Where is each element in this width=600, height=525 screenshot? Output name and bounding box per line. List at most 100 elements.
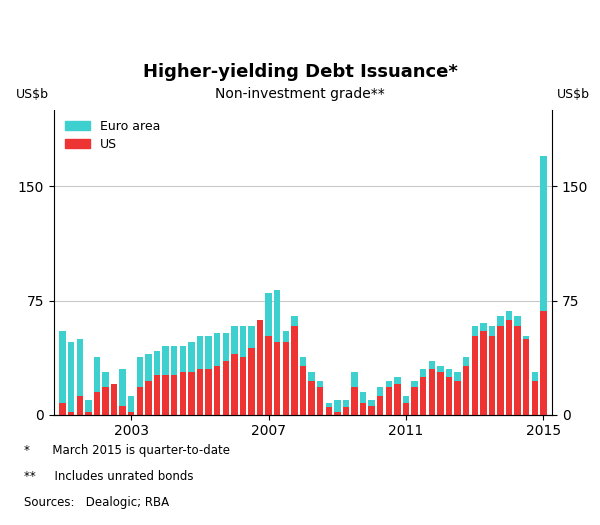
Bar — [343, 400, 349, 415]
Bar — [488, 327, 495, 415]
Bar — [412, 387, 418, 415]
Bar — [163, 346, 169, 415]
Bar — [248, 327, 255, 415]
Bar — [179, 346, 186, 415]
Bar — [360, 392, 367, 415]
Bar — [119, 369, 126, 415]
Bar — [308, 381, 315, 415]
Bar — [137, 357, 143, 415]
Bar — [128, 396, 134, 415]
Bar — [188, 342, 194, 415]
Bar — [214, 332, 220, 415]
Bar — [472, 335, 478, 415]
Bar — [497, 316, 504, 415]
Bar — [394, 377, 401, 415]
Bar — [85, 412, 92, 415]
Bar — [300, 357, 306, 415]
Bar — [428, 362, 435, 415]
Bar — [257, 357, 263, 415]
Bar — [68, 342, 74, 415]
Bar — [205, 335, 212, 415]
Bar — [171, 375, 178, 415]
Bar — [368, 400, 375, 415]
Bar — [265, 293, 272, 415]
Bar — [231, 354, 238, 415]
Bar — [334, 400, 341, 415]
Bar — [446, 377, 452, 415]
Bar — [85, 400, 92, 415]
Bar — [94, 392, 100, 415]
Bar — [119, 406, 126, 415]
Bar — [102, 387, 109, 415]
Bar — [514, 316, 521, 415]
Bar — [351, 387, 358, 415]
Bar — [446, 369, 452, 415]
Bar — [102, 372, 109, 415]
Bar — [179, 372, 186, 415]
Bar — [523, 335, 529, 415]
Bar — [68, 412, 74, 415]
Bar — [377, 387, 383, 415]
Bar — [223, 362, 229, 415]
Bar — [437, 366, 443, 415]
Bar — [94, 357, 100, 415]
Bar — [300, 366, 306, 415]
Bar — [343, 407, 349, 415]
Bar — [488, 335, 495, 415]
Bar — [472, 327, 478, 415]
Bar — [420, 377, 427, 415]
Text: US$b: US$b — [16, 88, 49, 101]
Bar — [403, 396, 409, 415]
Bar — [326, 407, 332, 415]
Bar — [351, 372, 358, 415]
Bar — [265, 335, 272, 415]
Bar — [145, 354, 152, 415]
Bar — [223, 332, 229, 415]
Bar — [145, 381, 152, 415]
Bar — [283, 331, 289, 415]
Bar — [154, 375, 160, 415]
Text: US$b: US$b — [557, 88, 590, 101]
Bar — [454, 381, 461, 415]
Bar — [197, 369, 203, 415]
Text: Non-investment grade**: Non-investment grade** — [215, 87, 385, 101]
Bar — [360, 403, 367, 415]
Bar — [368, 406, 375, 415]
Bar — [274, 290, 280, 415]
Bar — [77, 339, 83, 415]
Bar — [171, 346, 178, 415]
Bar — [326, 403, 332, 415]
Bar — [437, 372, 443, 415]
Bar — [532, 372, 538, 415]
Text: **     Includes unrated bonds: ** Includes unrated bonds — [24, 470, 193, 483]
Bar — [412, 381, 418, 415]
Bar — [274, 342, 280, 415]
Bar — [506, 311, 512, 415]
Bar — [463, 357, 469, 415]
Bar — [317, 387, 323, 415]
Bar — [428, 369, 435, 415]
Bar — [283, 342, 289, 415]
Bar — [308, 372, 315, 415]
Bar — [480, 331, 487, 415]
Bar — [59, 331, 66, 415]
Bar — [394, 384, 401, 415]
Bar — [497, 327, 504, 415]
Bar — [188, 372, 194, 415]
Bar — [239, 357, 246, 415]
Bar — [523, 339, 529, 415]
Bar — [377, 396, 383, 415]
Bar — [317, 381, 323, 415]
Bar — [197, 335, 203, 415]
Bar — [506, 320, 512, 415]
Bar — [111, 384, 118, 415]
Bar — [214, 366, 220, 415]
Bar — [540, 156, 547, 415]
Bar — [420, 369, 427, 415]
Text: *      March 2015 is quarter-to-date: * March 2015 is quarter-to-date — [24, 444, 230, 457]
Bar — [480, 323, 487, 415]
Bar — [463, 366, 469, 415]
Bar — [540, 311, 547, 415]
Bar — [514, 327, 521, 415]
Bar — [59, 403, 66, 415]
